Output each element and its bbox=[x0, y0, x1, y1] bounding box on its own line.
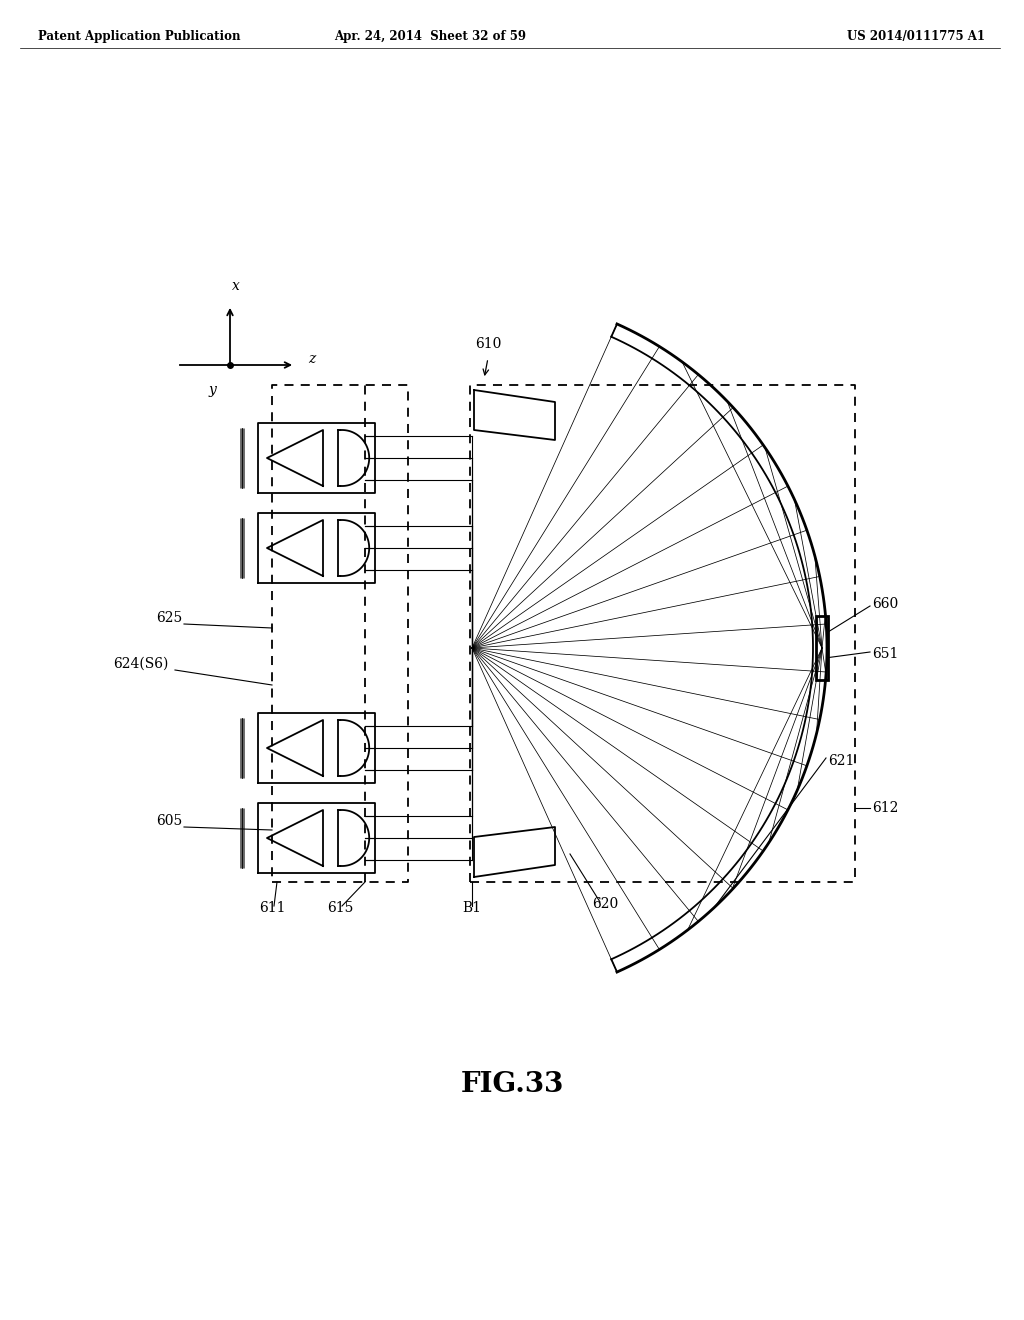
Text: Patent Application Publication: Patent Application Publication bbox=[38, 30, 241, 44]
Bar bbox=[816, 616, 828, 680]
Text: 620: 620 bbox=[592, 898, 618, 911]
Text: B1: B1 bbox=[463, 902, 481, 915]
Text: 611: 611 bbox=[259, 902, 286, 915]
Text: y: y bbox=[208, 383, 216, 397]
Text: 625: 625 bbox=[156, 611, 182, 624]
Text: 624(S6): 624(S6) bbox=[113, 657, 168, 671]
Text: US 2014/0111775 A1: US 2014/0111775 A1 bbox=[847, 30, 985, 44]
Text: 615: 615 bbox=[327, 902, 353, 915]
Text: x: x bbox=[232, 279, 240, 293]
Text: FIG.33: FIG.33 bbox=[461, 1072, 563, 1098]
Text: 651: 651 bbox=[872, 647, 898, 661]
Text: 610: 610 bbox=[475, 337, 501, 351]
Text: 621: 621 bbox=[828, 754, 854, 768]
Text: Apr. 24, 2014  Sheet 32 of 59: Apr. 24, 2014 Sheet 32 of 59 bbox=[334, 30, 526, 44]
Text: 660: 660 bbox=[872, 597, 898, 611]
Text: 605: 605 bbox=[156, 814, 182, 828]
Text: 612: 612 bbox=[872, 801, 898, 814]
Text: z: z bbox=[308, 352, 315, 366]
